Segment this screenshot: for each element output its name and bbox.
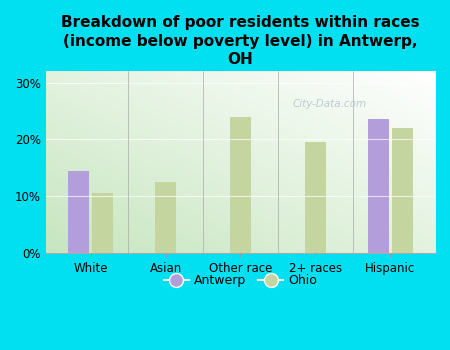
Legend: Antwerp, Ohio: Antwerp, Ohio (158, 269, 322, 292)
Bar (92, 193, 113, 253)
Text: City-Data.com: City-Data.com (293, 99, 367, 109)
Bar (230, 117, 251, 253)
Bar (368, 119, 389, 253)
Bar (305, 142, 326, 253)
Title: Breakdown of poor residents within races
(income below poverty level) in Antwerp: Breakdown of poor residents within races… (61, 15, 420, 67)
Bar (155, 182, 176, 253)
Bar (68, 170, 89, 253)
Bar (392, 128, 413, 253)
